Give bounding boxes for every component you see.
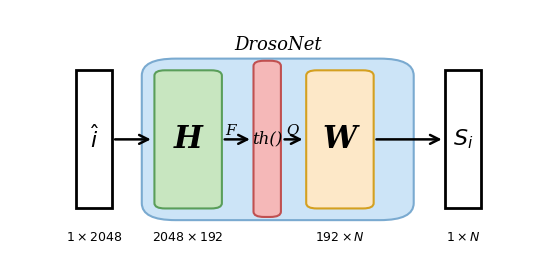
- Text: $1 \times N$: $1 \times N$: [446, 231, 480, 244]
- Text: th(): th(): [252, 130, 282, 147]
- Text: $\hat{i}$: $\hat{i}$: [90, 126, 99, 153]
- FancyBboxPatch shape: [254, 61, 281, 217]
- Text: $S_i$: $S_i$: [453, 128, 473, 151]
- Text: DrosoNet: DrosoNet: [234, 36, 322, 54]
- Text: $192 \times N$: $192 \times N$: [315, 231, 365, 244]
- FancyBboxPatch shape: [154, 70, 222, 208]
- Text: H: H: [174, 124, 202, 155]
- Text: $2048 \times 192$: $2048 \times 192$: [152, 231, 224, 244]
- FancyBboxPatch shape: [76, 70, 112, 208]
- Text: O: O: [287, 124, 299, 138]
- FancyBboxPatch shape: [306, 70, 374, 208]
- Text: F: F: [225, 124, 236, 138]
- Text: W: W: [323, 124, 357, 155]
- Text: $1 \times 2048$: $1 \times 2048$: [66, 231, 122, 244]
- FancyBboxPatch shape: [446, 70, 481, 208]
- FancyBboxPatch shape: [142, 59, 414, 220]
